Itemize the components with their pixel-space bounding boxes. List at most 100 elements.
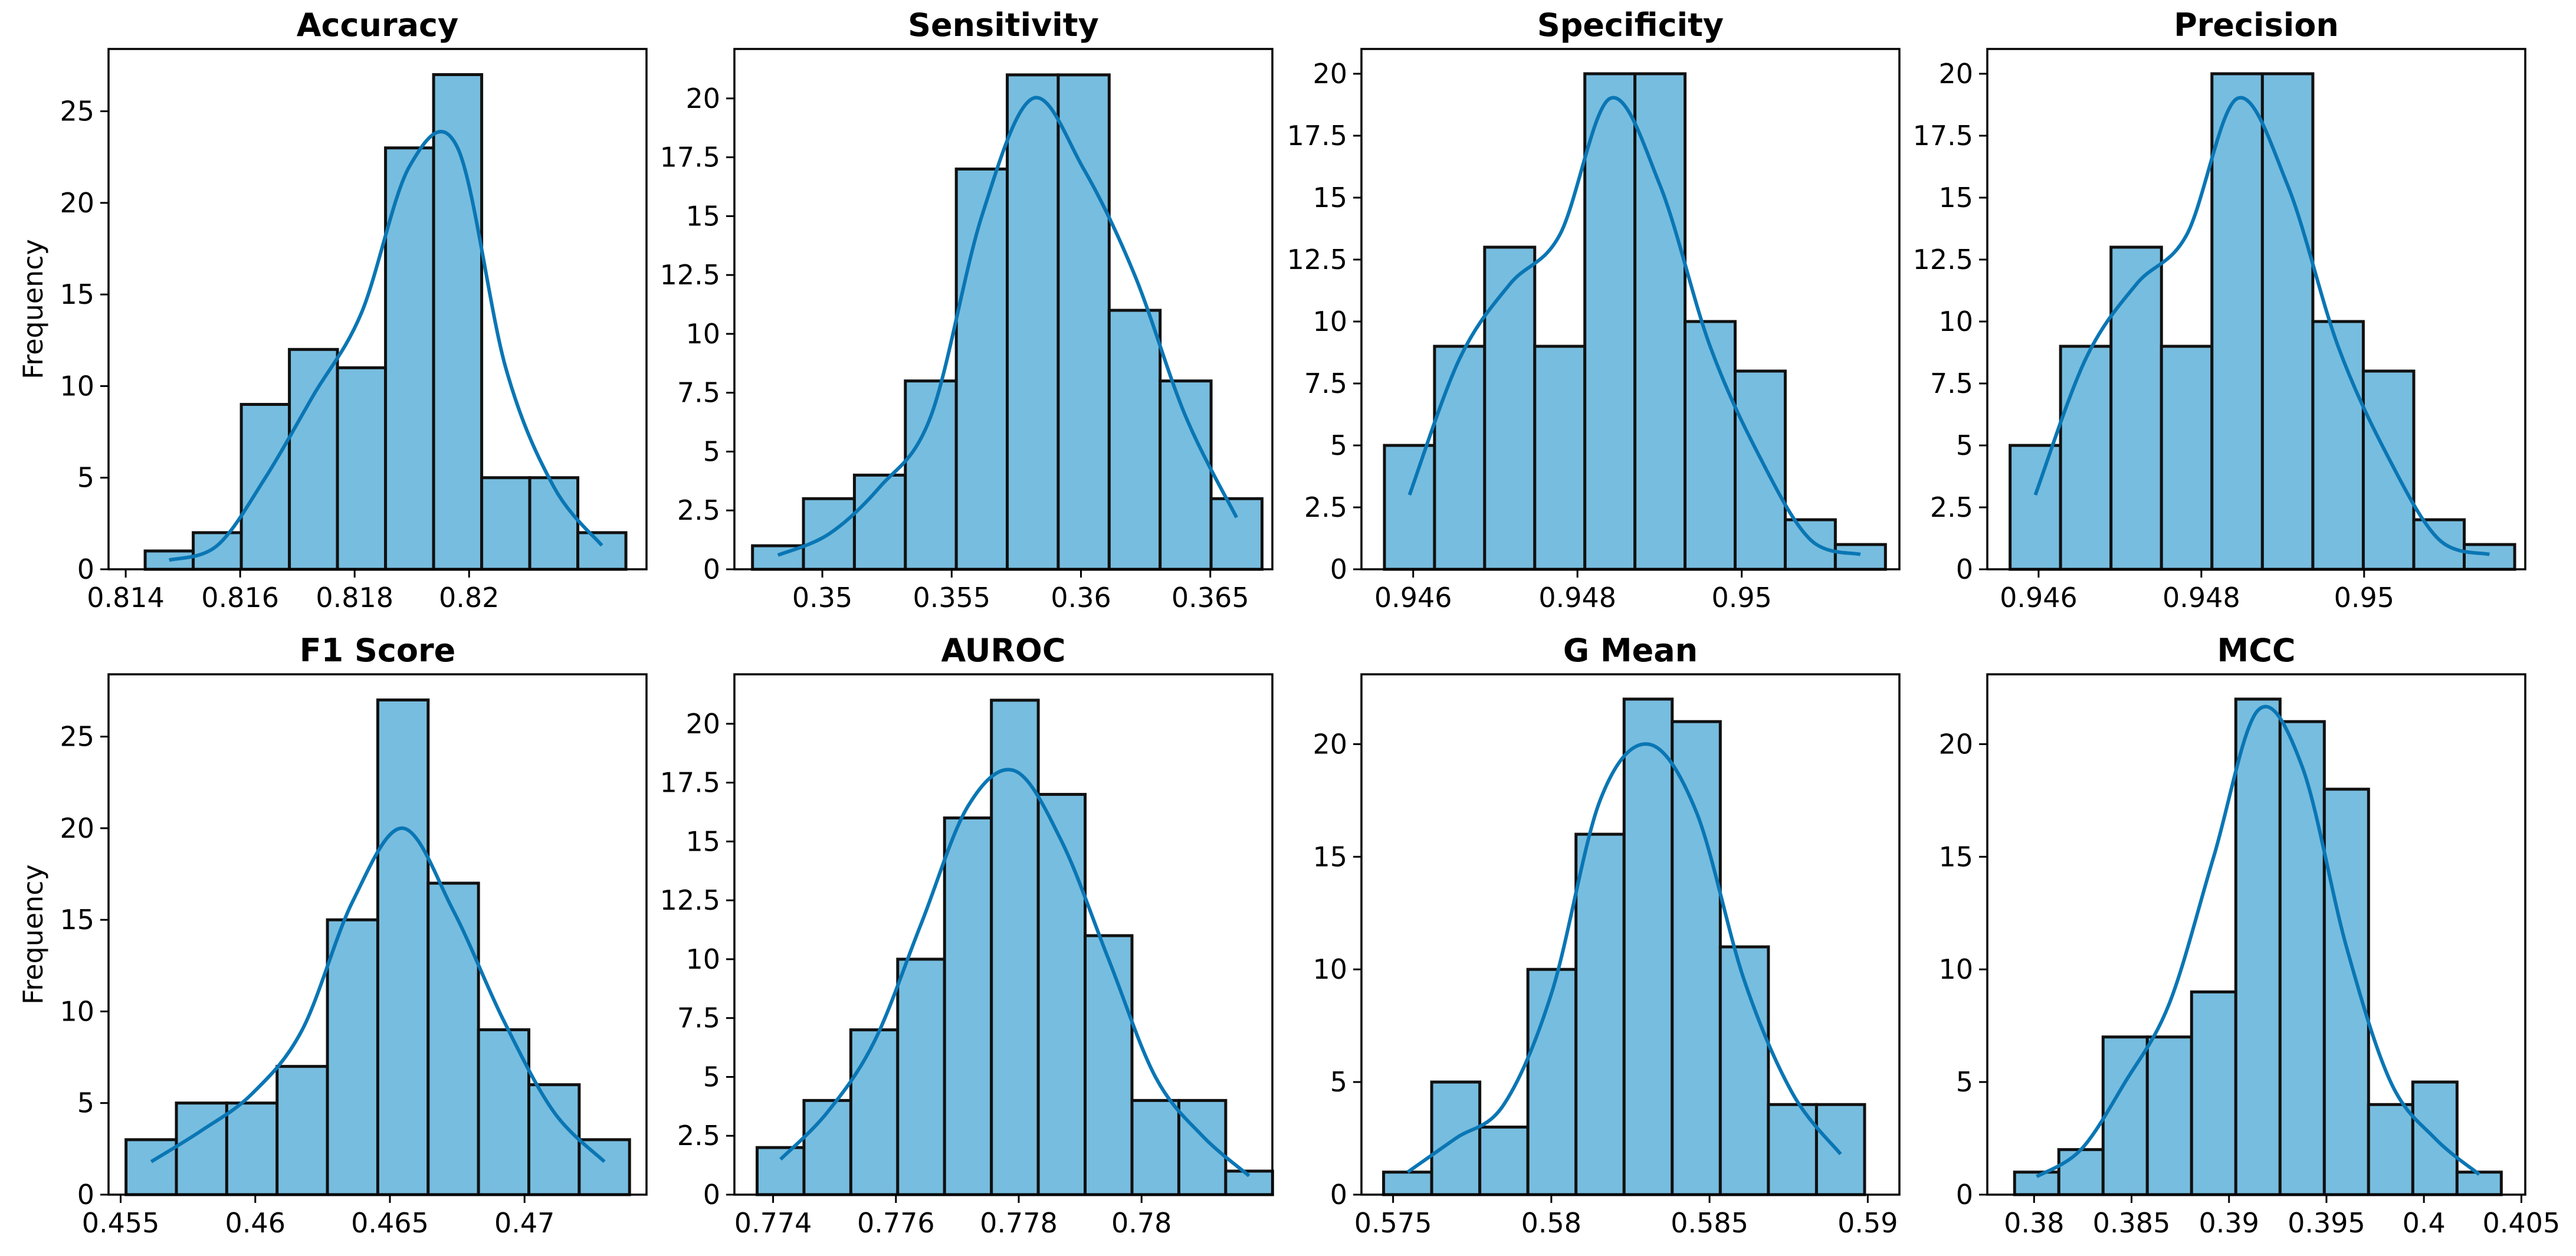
- histogram-bar: [1056, 73, 1111, 571]
- y-tick-label: 2.5: [1930, 491, 1973, 523]
- y-tick-label: 20: [685, 708, 720, 740]
- histogram-bar: [2361, 369, 2416, 571]
- histogram-bar: [2412, 518, 2466, 571]
- histogram-bar: [192, 531, 243, 571]
- histogram-bar: [326, 918, 379, 1196]
- y-tick-label: 15: [60, 278, 94, 310]
- kde-curve: [1407, 96, 1861, 556]
- axes-frame: [1986, 48, 2526, 570]
- kde-curve: [779, 768, 1251, 1178]
- y-tick-label: 20: [1312, 58, 1347, 90]
- histogram-bar: [1633, 72, 1687, 571]
- y-tick-label: 20: [685, 83, 720, 114]
- histogram-bar: [1483, 245, 1537, 571]
- y-tick-label: 17.5: [1913, 120, 1973, 152]
- histogram-bar: [336, 366, 388, 571]
- x-tick-label: 0.405: [2483, 1207, 2561, 1239]
- y-axis-label: Frequency: [17, 239, 49, 379]
- chart-title: F1 Score: [300, 632, 456, 669]
- histogram-bar: [2463, 543, 2516, 571]
- x-tick-label: 0.774: [734, 1207, 812, 1239]
- panel-auroc: 0 2.5 5 7.5 10 12.5 15 17.5 20 0.774 0.776 0.778 0.7…: [660, 632, 1274, 1239]
- histogram-bar: [802, 1098, 852, 1196]
- panel-specificity: 0 2.5 5 7.5 10 12.5 15 17.5 20 0.946 0.948 0.95 Spec…: [1287, 6, 1901, 614]
- x-tick-label: 0.365: [1171, 582, 1249, 614]
- histogram-bar: [1209, 497, 1264, 571]
- kde-curve: [150, 826, 606, 1163]
- y-tick-label: 2.5: [677, 1120, 720, 1152]
- x-tick-label: 0.58: [1521, 1207, 1581, 1239]
- histogram-bar: [528, 476, 580, 571]
- y-tick-label: 15: [685, 825, 720, 857]
- histogram-bar: [1767, 1103, 1818, 1196]
- y-tick-label: 15: [685, 200, 720, 232]
- y-tick-label: 2.5: [1304, 491, 1347, 523]
- histogram-bar: [1084, 934, 1134, 1196]
- histogram-bar: [2367, 1103, 2414, 1196]
- y-tick-label: 0: [77, 1179, 94, 1211]
- histogram-bar: [426, 881, 480, 1196]
- histogram-bar: [1478, 1125, 1530, 1196]
- histogram-bar: [2145, 1035, 2193, 1196]
- panel-accuracy: 0 5 10 15 20 25 0.814 0.816 0.818 0.82 Accuracy Fre…: [17, 6, 648, 614]
- x-tick-label: 0.355: [913, 582, 990, 614]
- histogram-bar: [943, 816, 993, 1196]
- histogram-bar: [2455, 1170, 2503, 1196]
- y-tick-label: 5: [703, 1061, 720, 1093]
- x-tick-label: 0.946: [2000, 582, 2078, 614]
- histogram-bar: [1718, 945, 1770, 1196]
- histogram-bar: [527, 1083, 581, 1196]
- y-tick-label: 20: [60, 812, 94, 844]
- panel-mcc: 0 5 10 15 20 0.38 0.385 0.39 0.395 0.4 0.405 MCC: [1938, 632, 2560, 1239]
- histogram-bar: [576, 531, 628, 571]
- axes-frame: [107, 48, 648, 570]
- y-tick-label: 10: [60, 995, 94, 1027]
- histogram-bar: [2009, 444, 2062, 571]
- y-tick-label: 10: [1312, 953, 1347, 985]
- x-tick-label: 0.948: [2162, 582, 2240, 614]
- x-tick-label: 0.455: [82, 1207, 160, 1239]
- histogram-bar: [225, 1101, 279, 1196]
- y-tick-label: 20: [1938, 728, 1973, 760]
- x-tick-label: 0.465: [351, 1207, 429, 1239]
- y-tick-label: 20: [1938, 58, 1973, 90]
- y-tick-label: 5: [77, 1087, 94, 1119]
- y-tick-label: 10: [1312, 306, 1347, 337]
- histogram-bar: [1533, 345, 1587, 571]
- y-tick-label: 0: [703, 1179, 720, 1211]
- histogram-bar: [2278, 720, 2326, 1196]
- chart-title: G Mean: [1563, 632, 1698, 669]
- x-tick-label: 0.948: [1538, 582, 1616, 614]
- kde-curve: [2036, 704, 2480, 1179]
- histogram-bar: [175, 1101, 228, 1196]
- x-tick-label: 0.814: [87, 582, 165, 614]
- histogram-bar: [2322, 788, 2370, 1196]
- y-tick-label: 7.5: [677, 377, 720, 409]
- histogram-bar: [1036, 793, 1087, 1196]
- histogram-bar: [1159, 379, 1213, 571]
- panel-precision: 0 2.5 5 7.5 10 12.5 15 17.5 20 0.946 0.948 0.95 Prec…: [1913, 6, 2526, 614]
- histogram-bar: [2059, 345, 2113, 571]
- kde-curve: [1406, 742, 1842, 1174]
- x-tick-label: 0.38: [2004, 1207, 2064, 1239]
- x-tick-label: 0.4: [2403, 1207, 2446, 1239]
- histogram-bar: [1107, 309, 1162, 571]
- histogram-bar: [1177, 1098, 1228, 1196]
- y-tick-label: 25: [60, 721, 94, 753]
- histogram-bar: [2101, 1035, 2149, 1196]
- chart-title: MCC: [2217, 632, 2296, 669]
- y-tick-label: 0: [1956, 1179, 1973, 1211]
- y-tick-label: 15: [1312, 841, 1347, 873]
- kde-curve: [168, 130, 603, 562]
- x-tick-label: 0.385: [2093, 1207, 2171, 1239]
- x-tick-label: 0.946: [1374, 582, 1452, 614]
- histogram-bar: [1734, 369, 1787, 571]
- kde-curve: [777, 96, 1238, 557]
- y-tick-label: 10: [1938, 953, 1973, 985]
- y-tick-label: 10: [685, 943, 720, 975]
- histogram-bar: [2160, 345, 2214, 571]
- histogram-bar: [852, 473, 907, 571]
- y-tick-label: 0: [1330, 1179, 1347, 1211]
- histogram-bar: [2260, 72, 2315, 571]
- histogram-bar: [990, 698, 1040, 1196]
